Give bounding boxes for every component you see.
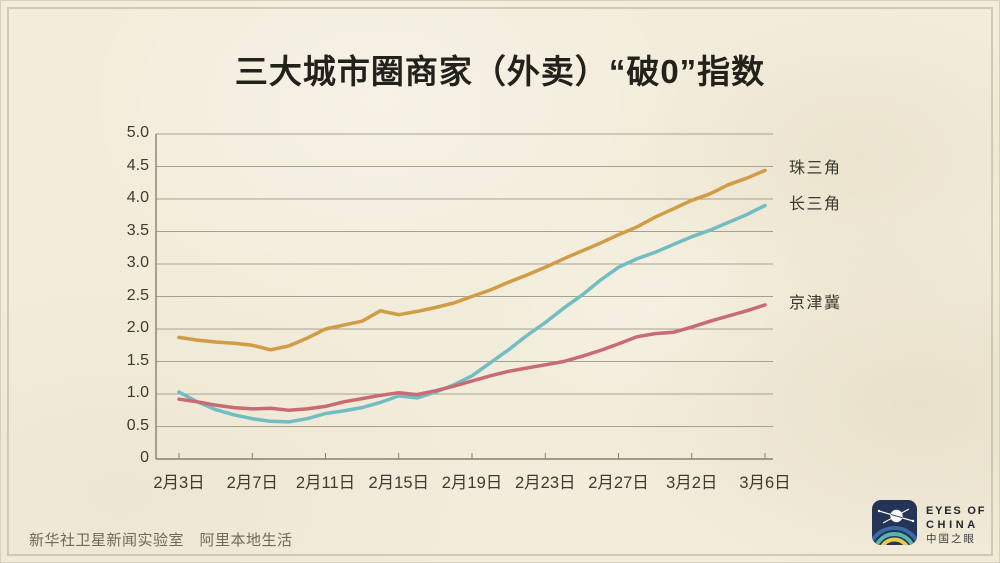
x-axis-label: 2月15日	[368, 474, 430, 492]
logo-text-line2: CHINA	[926, 519, 979, 531]
y-axis-label: 1.5	[126, 351, 149, 369]
logo-text-line3: 中国之眼	[926, 533, 976, 545]
chart-title: 三大城市圈商家（外卖）“破0”指数	[234, 53, 766, 90]
x-axis-label: 3月6日	[739, 474, 791, 492]
logo-text: EYES OF CHINA 中国之眼	[926, 504, 986, 546]
series-label-jingjinji: 京津冀	[789, 294, 842, 312]
y-axis-label: 1.0	[126, 384, 149, 401]
y-axis-label: 3.5	[126, 221, 149, 239]
x-axis-label: 2月27日	[588, 474, 649, 492]
x-axis-label: 2月19日	[441, 474, 503, 492]
y-axis-label: 0	[140, 449, 149, 466]
series-label-changsanjiao: 长三角	[789, 195, 842, 213]
y-axis-label: 2.0	[126, 319, 149, 336]
satellite-globe-icon	[872, 500, 917, 550]
logo-text-line1: EYES OF	[926, 505, 987, 517]
y-axis-label: 3.0	[126, 254, 149, 271]
y-axis-label: 4.5	[126, 156, 149, 174]
x-axis-label: 2月3日	[153, 474, 205, 492]
series-label-zhusanjiao: 珠三角	[789, 160, 842, 178]
y-axis-label: 5.0	[126, 124, 149, 141]
x-axis-label: 2月11日	[295, 474, 356, 492]
y-axis-label: 0.5	[126, 416, 149, 434]
x-axis-label: 2月23日	[514, 474, 576, 492]
y-axis-label: 2.5	[126, 286, 149, 304]
x-axis-label: 2月7日	[226, 474, 278, 492]
x-axis-label: 3月2日	[666, 474, 718, 492]
credit-text: 新华社卫星新闻实验室 阿里本地生活	[29, 532, 293, 549]
eyes-of-china-logo: EYES OF CHINA 中国之眼	[872, 500, 986, 550]
y-axis-label: 4.0	[126, 189, 149, 206]
